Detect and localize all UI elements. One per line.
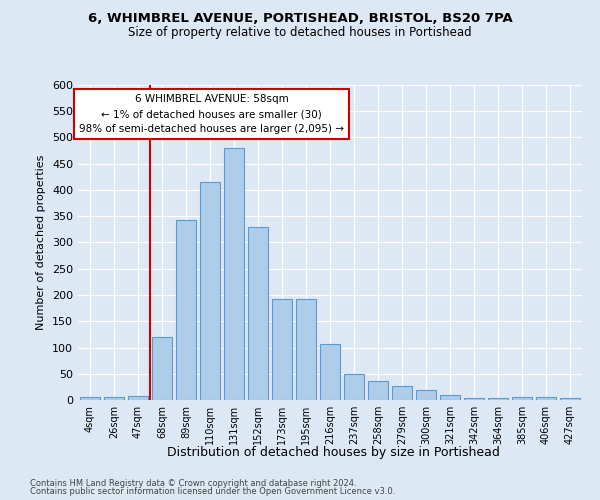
Bar — [296, 299, 316, 400]
Y-axis label: Number of detached properties: Number of detached properties — [37, 155, 46, 330]
Bar — [368, 381, 388, 400]
Bar — [248, 226, 268, 400]
Text: 6, WHIMBREL AVENUE, PORTISHEAD, BRISTOL, BS20 7PA: 6, WHIMBREL AVENUE, PORTISHEAD, BRISTOL,… — [88, 12, 512, 26]
Bar — [320, 344, 340, 400]
Bar — [104, 397, 124, 400]
Text: Size of property relative to detached houses in Portishead: Size of property relative to detached ho… — [128, 26, 472, 39]
Bar — [176, 220, 196, 400]
Bar — [272, 299, 292, 400]
Text: 6 WHIMBREL AVENUE: 58sqm
← 1% of detached houses are smaller (30)
98% of semi-de: 6 WHIMBREL AVENUE: 58sqm ← 1% of detache… — [79, 94, 344, 134]
Bar — [464, 398, 484, 400]
Bar — [512, 398, 532, 400]
Bar — [152, 337, 172, 400]
Bar — [224, 148, 244, 400]
Bar — [440, 396, 460, 400]
Bar — [560, 398, 580, 400]
Bar — [416, 390, 436, 400]
Bar — [80, 397, 100, 400]
Bar — [344, 374, 364, 400]
Bar — [488, 398, 508, 400]
Bar — [392, 386, 412, 400]
Text: Contains HM Land Registry data © Crown copyright and database right 2024.: Contains HM Land Registry data © Crown c… — [30, 479, 356, 488]
Text: Distribution of detached houses by size in Portishead: Distribution of detached houses by size … — [167, 446, 499, 459]
Bar — [128, 396, 148, 400]
Text: Contains public sector information licensed under the Open Government Licence v3: Contains public sector information licen… — [30, 487, 395, 496]
Bar — [536, 398, 556, 400]
Bar — [200, 182, 220, 400]
